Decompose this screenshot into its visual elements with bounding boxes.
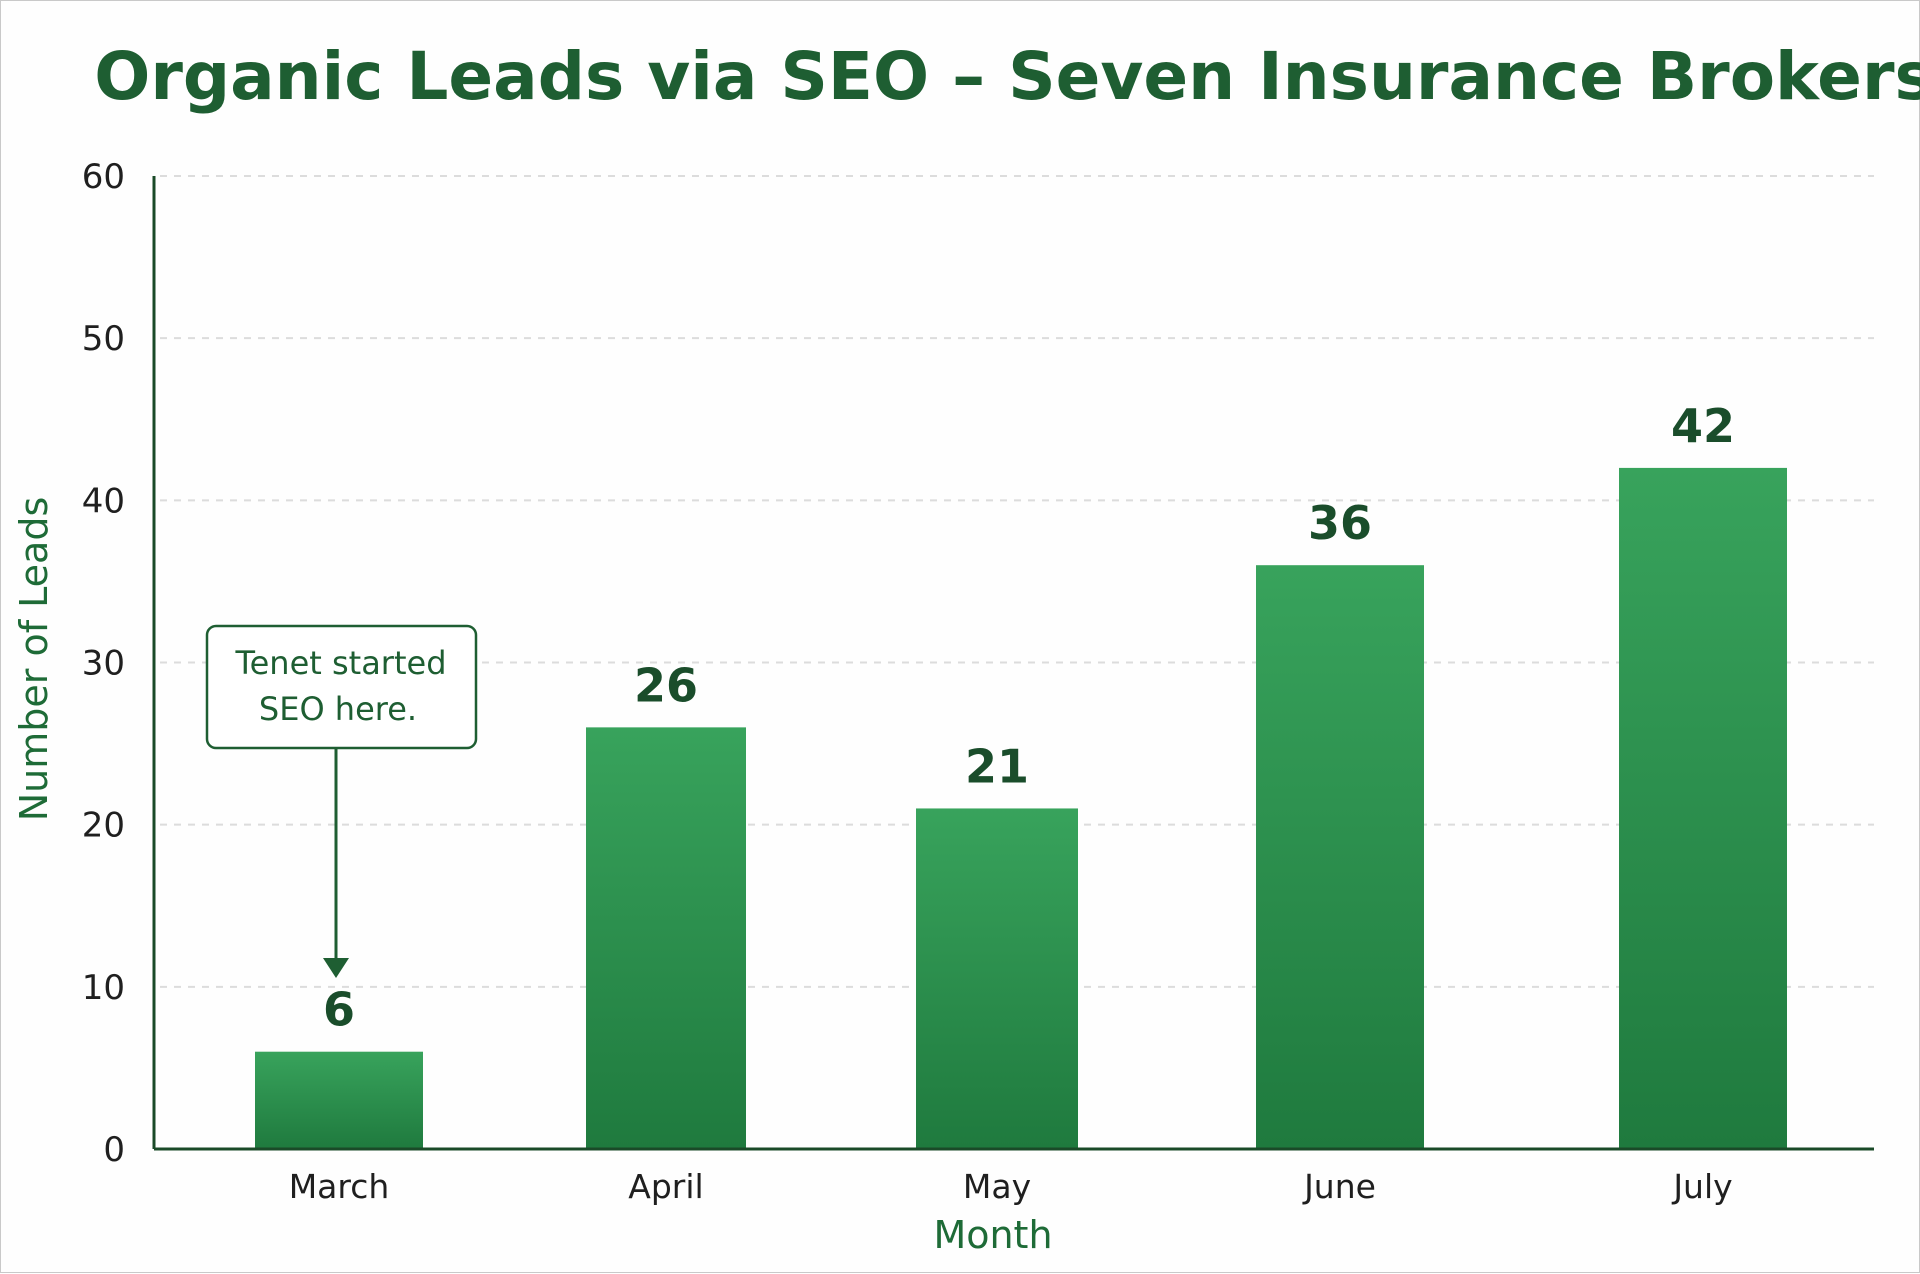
y-tick-label: 0	[103, 1130, 125, 1170]
x-axis-title: Month	[933, 1213, 1052, 1257]
bar-june	[1256, 565, 1424, 1149]
chart-title: Organic Leads via SEO – Seven Insurance …	[94, 38, 1920, 115]
annotation-box	[205, 624, 478, 750]
annotation-line-2: SEO here.	[259, 690, 417, 728]
y-tick-label: 60	[82, 157, 125, 197]
bar-july	[1619, 467, 1787, 1149]
x-tick-label: March	[289, 1167, 390, 1206]
x-axis-ticks: March April May June July	[289, 1167, 1733, 1206]
data-label-april: 26	[634, 658, 698, 712]
bar-may	[916, 808, 1078, 1149]
annotation-callout: Tenet started SEO here.	[205, 624, 478, 978]
bar-march	[255, 1051, 423, 1149]
y-tick-label: 40	[82, 481, 125, 521]
y-tick-label: 50	[82, 319, 125, 359]
data-labels: 6 26 21 36 42	[323, 399, 1735, 1037]
y-axis-ticks: 0 10 20 30 40 50 60	[82, 157, 125, 1170]
x-tick-label: July	[1671, 1167, 1732, 1206]
bar-series	[255, 467, 1787, 1149]
y-tick-label: 30	[82, 644, 125, 684]
annotation-arrow-head	[323, 958, 349, 978]
data-label-june: 36	[1308, 496, 1372, 550]
bar-april	[586, 727, 746, 1149]
x-tick-label: May	[963, 1167, 1031, 1206]
data-label-july: 42	[1671, 399, 1735, 453]
data-label-march: 6	[323, 983, 355, 1037]
x-tick-label: April	[628, 1167, 703, 1206]
y-axis-title: Number of Leads	[12, 497, 56, 822]
annotation-line-1: Tenet started	[234, 644, 446, 682]
data-label-may: 21	[965, 739, 1029, 793]
y-tick-label: 20	[82, 806, 125, 846]
x-tick-label: June	[1302, 1167, 1376, 1206]
y-tick-label: 10	[82, 968, 125, 1008]
